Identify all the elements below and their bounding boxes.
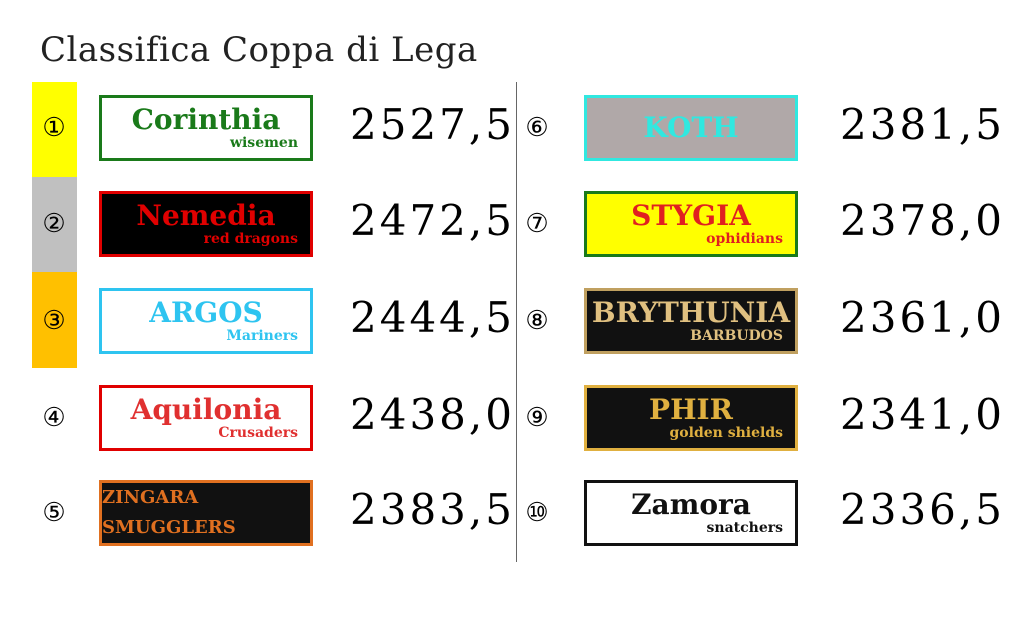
team-name: Zamora [631,488,751,521]
rank-bar-third [32,272,77,368]
column-divider [516,82,517,562]
rank-number: ⑥ [525,113,549,143]
rank-number: ④ [42,403,66,433]
rank-number: ⑩ [525,498,549,528]
team-subtitle: Mariners [226,328,298,344]
team-name: Nemedia [136,199,276,232]
page-title: Classifica Coppa di Lega [40,30,478,70]
rank-number: ⑨ [525,403,549,433]
rank-number: ① [42,113,66,143]
team-subtitle: golden shields [669,425,783,441]
team-logo: Aquilonia Crusaders [99,385,313,451]
rank-bar-first [32,82,77,178]
team-name: BRYTHUNIA [591,296,791,329]
team-subtitle: snatchers [706,520,783,536]
rank-number: ⑦ [525,209,549,239]
team-score: 2381,5 [840,100,1005,149]
team-name: ARGOS [149,296,263,329]
team-name: Corinthia [131,103,281,136]
team-subtitle: ophidians [706,231,783,247]
team-logo: ARGOS Mariners [99,288,313,354]
team-score: 2378,0 [840,196,1005,245]
team-score: 2527,5 [350,100,515,149]
team-logo: Corinthia wisemen [99,95,313,161]
team-score: 2336,5 [840,485,1005,534]
team-score: 2341,0 [840,390,1005,439]
team-logo: Nemedia red dragons [99,191,313,257]
team-name: ZINGARA SMUGGLERS [102,487,236,538]
team-subtitle: red dragons [203,231,298,247]
team-subtitle: BARBUDOS [690,328,783,344]
rank-number: ⑤ [42,498,66,528]
team-score: 2438,0 [350,390,515,439]
team-logo: Zamora snatchers [584,480,798,546]
team-logo: BRYTHUNIA BARBUDOS [584,288,798,354]
team-name: Aquilonia [130,393,282,426]
rank-number: ② [42,209,66,239]
team-name: STYGIA [631,199,751,232]
team-logo: KOTH [584,95,798,161]
team-name: KOTH [643,111,739,144]
team-score: 2361,0 [840,293,1005,342]
team-subtitle: Crusaders [218,425,298,441]
team-score: 2383,5 [350,485,515,534]
rank-number: ③ [42,306,66,336]
rank-bar-second [32,177,77,273]
team-logo: PHIR golden shields [584,385,798,451]
team-logo: ZINGARA SMUGGLERS [99,480,313,546]
rank-number: ⑧ [525,306,549,336]
team-score: 2472,5 [350,196,515,245]
team-subtitle: wisemen [229,135,298,151]
team-logo: STYGIA ophidians [584,191,798,257]
team-name: PHIR [649,393,733,426]
team-score: 2444,5 [350,293,515,342]
